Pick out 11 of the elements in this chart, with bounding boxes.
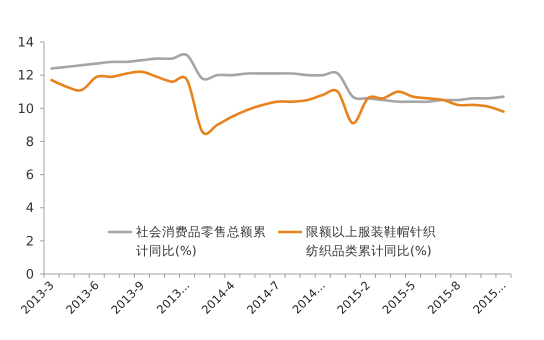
- y-tick-label: 4: [26, 201, 34, 216]
- y-tick-label: 10: [17, 102, 34, 117]
- y-tick-label: 0: [26, 268, 34, 282]
- legend-label: 限额以上服装鞋帽针织纺织品类累计同比(%): [306, 224, 436, 258]
- line-series: [50, 53, 505, 104]
- legend-label: 社会消费品零售总额累计同比(%): [136, 224, 266, 258]
- y-tick-label: 8: [26, 134, 34, 150]
- y-tick-label: 6: [26, 168, 34, 184]
- y-tick-label: 14: [17, 36, 34, 50]
- y-tick-label: 12: [17, 68, 34, 84]
- y-tick-label: 2: [26, 234, 34, 250]
